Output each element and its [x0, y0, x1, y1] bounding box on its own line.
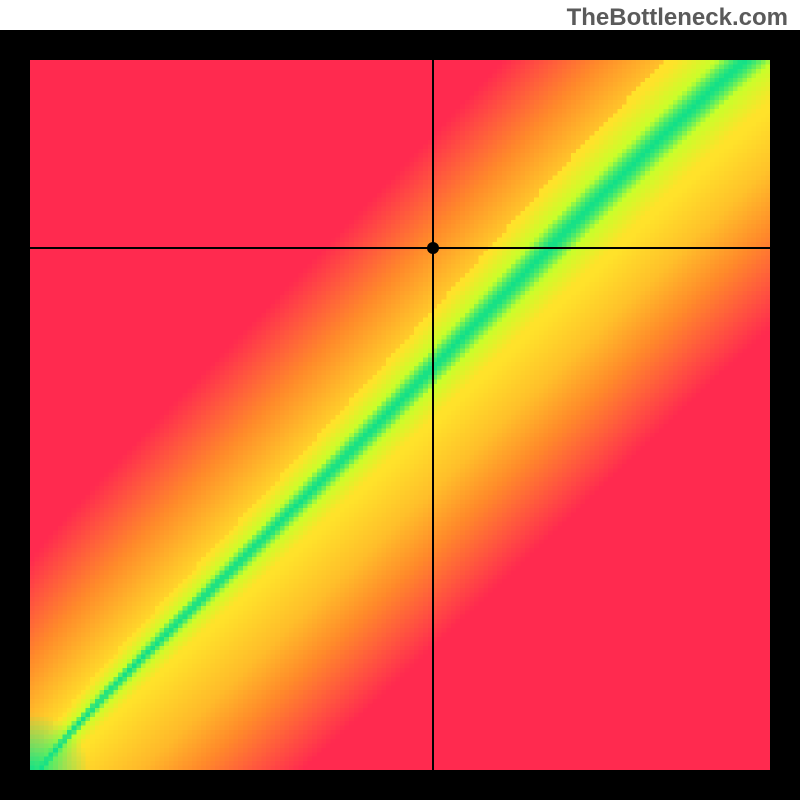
plot-area [30, 60, 770, 770]
crosshair-marker [427, 242, 439, 254]
chart-container: TheBottleneck.com [0, 0, 800, 800]
crosshair-horizontal [30, 247, 770, 249]
crosshair-vertical [432, 60, 434, 770]
heatmap-canvas [30, 60, 770, 770]
watermark-text: TheBottleneck.com [567, 4, 788, 32]
